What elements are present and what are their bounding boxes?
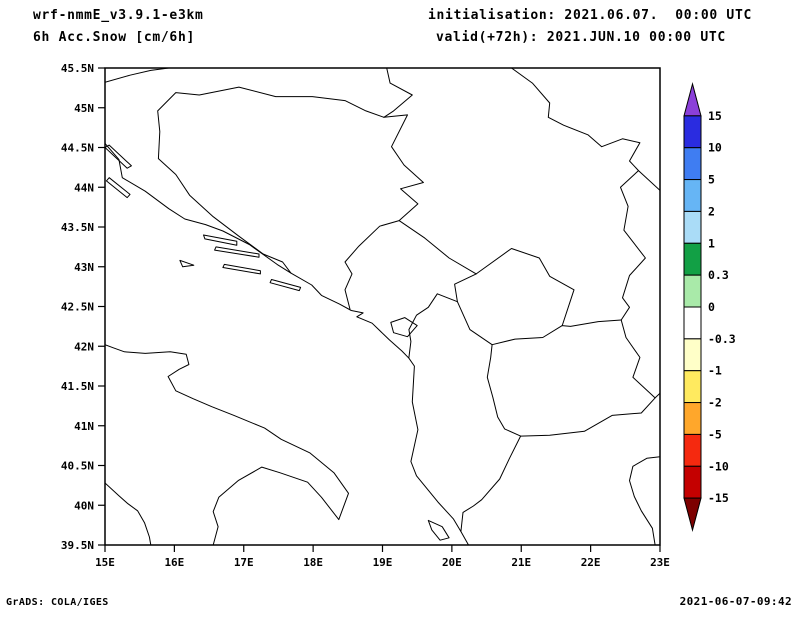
border-albania-greece (460, 435, 522, 532)
island-corfu (427, 519, 450, 541)
lat-tick-label: 45.5N (61, 62, 94, 75)
lake-scutari (390, 317, 418, 338)
border-kosovo-serbia (475, 248, 575, 327)
colorbar-label: 5 (708, 173, 715, 187)
island-korcula (222, 263, 261, 275)
lon-tick-label: 18E (303, 556, 323, 569)
border-montenegro-serbia (398, 220, 477, 275)
lat-tick-label: 45N (74, 102, 94, 115)
coastline-greece-thermaic (629, 456, 660, 545)
lon-tick-label: 21E (511, 556, 531, 569)
lon-tick-label: 19E (373, 556, 393, 569)
lon-tick-label: 22E (581, 556, 601, 569)
island-vis (179, 259, 195, 268)
lon-tick-label: 17E (234, 556, 254, 569)
colorbar-label: -15 (708, 491, 729, 505)
lon-tick-label: 16E (164, 556, 184, 569)
field-title: 6h Acc.Snow [cm/6h] (33, 30, 196, 45)
lon-tick-label: 15E (95, 556, 115, 569)
lat-tick-label: 40N (74, 499, 94, 512)
lat-tick-label: 44.5N (61, 142, 94, 155)
lat-tick-label: 44N (74, 181, 94, 194)
map-features (105, 68, 660, 545)
colorbar-segment (683, 338, 702, 372)
colorbar-arrow-up (683, 82, 702, 117)
border-croatia-serbia (383, 68, 413, 118)
border-bosnia (157, 86, 424, 310)
coastline-italy-adriatic (105, 344, 349, 545)
island-mljet (269, 279, 302, 292)
colorbar-segment (683, 242, 702, 276)
colorbar-label: 0 (708, 300, 715, 314)
border-macedonia-bulgaria (620, 319, 656, 399)
border-albania-macedonia (486, 344, 522, 437)
colorbar-label: 0.3 (708, 268, 729, 282)
lon-tick-label: 23E (650, 556, 670, 569)
lat-tick-label: 43N (74, 261, 94, 274)
border-kosovo-albania (456, 301, 493, 346)
grads-credit: GrADS: COLA/IGES (6, 597, 109, 608)
colorbar-segment (683, 370, 702, 404)
island-brac (203, 234, 238, 246)
colorbar-segment (683, 402, 702, 435)
colorbar-segment (683, 306, 702, 340)
lat-tick-label: 42N (74, 340, 94, 353)
creation-timestamp: 2021-06-07-09:42 (679, 595, 792, 608)
border-serbia-bulgaria (620, 170, 646, 321)
colorbar-label: -2 (708, 396, 722, 410)
colorbar-label: -1 (708, 364, 722, 378)
lat-tick-label: 40.5N (61, 460, 94, 473)
island-pag (105, 144, 132, 169)
lat-tick-label: 41N (74, 420, 94, 433)
border-serbia-romania-danube (511, 68, 660, 191)
lat-tick-label: 43.5N (61, 221, 94, 234)
colorbar-segment (683, 465, 702, 499)
colorbar-label: 2 (708, 204, 715, 218)
border-slovenia-croatia (105, 68, 170, 83)
island-hvar (214, 246, 260, 258)
colorbar-label: -0.3 (708, 332, 736, 346)
lat-tick-label: 39.5N (61, 539, 94, 552)
lat-tick-label: 42.5N (61, 301, 94, 314)
border-montenegro-albania (408, 293, 458, 358)
model-title: wrf-nmmE_v3.9.1-e3km (33, 8, 204, 23)
border-kosovo-macedonia (491, 325, 563, 346)
coastline-dalmatia-albania (105, 143, 469, 545)
colorbar-segment (683, 274, 702, 308)
colorbar-label: 1 (708, 236, 715, 250)
init-time: initialisation: 2021.06.07. 00:00 UTC (428, 8, 753, 23)
border-kosovo-montenegro (454, 273, 477, 303)
colorbar-segment (683, 147, 702, 181)
coastline-italy-tyrrhenian (105, 482, 152, 545)
map-frame (104, 67, 661, 546)
colorbar-label: -10 (708, 459, 729, 473)
lon-tick-label: 20E (442, 556, 462, 569)
island-dugi-otok (105, 177, 131, 199)
lat-tick-label: 41.5N (61, 380, 94, 393)
colorbar-segment (683, 210, 702, 244)
colorbar-label: 15 (708, 109, 722, 123)
border-greece-bulgaria (654, 392, 660, 399)
valid-time: valid(+72h): 2021.JUN.10 00:00 UTC (436, 30, 726, 45)
colorbar-segment (683, 433, 702, 467)
border-macedonia-greece (520, 397, 656, 437)
colorbar-label: -5 (708, 427, 722, 441)
colorbar-segment (683, 115, 702, 149)
colorbar-label: 10 (708, 141, 722, 155)
colorbar-segment (683, 179, 702, 212)
border-serbia-macedonia (561, 319, 622, 327)
colorbar-arrow-down (683, 497, 702, 532)
